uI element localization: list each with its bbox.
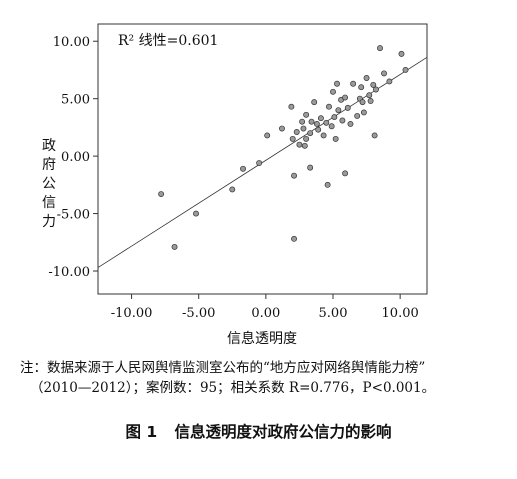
data-point [339, 117, 346, 124]
data-point [354, 112, 361, 119]
x-tick-label: -10.00 [111, 306, 153, 321]
data-point [335, 107, 342, 114]
data-point [313, 121, 320, 127]
data-point [307, 164, 314, 171]
data-point [311, 99, 318, 106]
data-point [303, 135, 310, 142]
data-point [360, 109, 367, 116]
data-point [331, 114, 338, 121]
data-point [323, 119, 330, 126]
data-point [342, 170, 349, 177]
x-axis-label: 信息透明度 [227, 330, 297, 347]
data-point [342, 94, 349, 101]
data-point [398, 50, 405, 57]
data-point [363, 75, 370, 81]
data-point [293, 129, 300, 135]
data-point [366, 92, 373, 99]
data-point [334, 80, 340, 87]
regression-line [97, 56, 428, 268]
data-point [317, 115, 324, 122]
x-axis-ticks: -10.00 -5.00 0.00 5.00 10.00 [111, 294, 419, 321]
data-point [332, 135, 339, 142]
data-point [347, 121, 354, 127]
y-tick-label: -5.00 [57, 208, 90, 223]
data-point [296, 141, 303, 148]
data-points [158, 45, 409, 250]
data-point [328, 123, 335, 130]
y-axis-label-char: 公 [42, 176, 56, 192]
y-tick-label: 5.00 [61, 93, 90, 108]
data-point [289, 135, 296, 142]
y-axis-label: 政府公信力 [42, 138, 56, 230]
y-axis-label-char: 力 [42, 214, 56, 230]
data-point [402, 67, 409, 73]
data-point [307, 130, 314, 137]
y-tick-label: -10.00 [48, 265, 90, 280]
y-tick-label: 10.00 [53, 35, 90, 50]
x-tick-label: 0.00 [251, 306, 280, 321]
data-point [359, 99, 366, 106]
data-point [264, 132, 271, 139]
y-axis-label-char: 政 [42, 138, 56, 154]
figure-caption: 图 1 信息透明度对政府公信力的影响 [0, 420, 517, 442]
r-squared-annotation: R² 线性=0.601 [118, 33, 218, 49]
data-point [158, 191, 165, 197]
data-point [301, 142, 308, 149]
figure-title: 信息透明度对政府公信力的影响 [174, 423, 392, 441]
data-point [256, 160, 263, 166]
data-point [386, 78, 393, 85]
data-point [358, 84, 365, 91]
scatter-chart: -10.00 -5.00 0.00 5.00 10.00 10.00 5.00 0.00 -5… [42, 23, 428, 347]
data-point [373, 86, 379, 93]
figure-number: 图 1 [125, 423, 158, 441]
data-point [279, 125, 285, 132]
y-axis-label-char: 信 [42, 195, 56, 211]
note-line-2: （2010—2012）；案例数：95；相关系数 R=0.776，P<0.001。 [30, 380, 436, 396]
data-point [367, 98, 374, 104]
data-point [291, 235, 298, 242]
data-point [229, 186, 236, 193]
data-point [350, 80, 357, 87]
data-point [288, 103, 295, 110]
data-point [315, 126, 322, 133]
plot-frame [97, 23, 428, 295]
x-tick-label: 5.00 [319, 306, 348, 321]
data-point [370, 81, 377, 88]
data-point [326, 103, 332, 110]
data-point [291, 172, 298, 179]
y-axis-ticks: 10.00 5.00 0.00 -5.00 -10.00 [48, 35, 98, 280]
data-point [308, 118, 315, 125]
data-point [303, 111, 310, 118]
data-point [324, 181, 331, 188]
y-tick-label: 0.00 [61, 150, 90, 165]
data-point [299, 118, 306, 125]
x-tick-label: 10.00 [382, 306, 419, 321]
x-tick-label: -5.00 [182, 306, 215, 321]
data-point [377, 45, 383, 52]
note-line-1: 注：数据来源于人民网舆情监测室公布的“地方应对网络舆情能力榜” [20, 360, 426, 376]
data-point [240, 165, 246, 172]
y-axis-label-char: 府 [42, 157, 56, 173]
data-point [300, 125, 307, 132]
data-point [320, 132, 327, 139]
data-point [171, 243, 178, 250]
data-point [381, 70, 387, 77]
data-point [371, 132, 378, 139]
data-point [330, 88, 336, 95]
data-point [193, 210, 199, 217]
data-point [344, 104, 351, 111]
